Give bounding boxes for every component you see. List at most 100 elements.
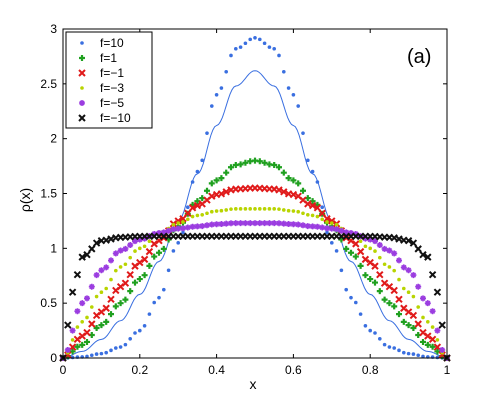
data-point: [402, 350, 406, 355]
data-point: [190, 180, 195, 184]
data-point: [204, 187, 210, 194]
data-point: [136, 236, 143, 243]
data-point: [175, 225, 182, 232]
data-point: [214, 209, 219, 213]
data-point: [300, 222, 306, 229]
y-tick-label: 2.5: [40, 77, 57, 91]
data-point: [295, 180, 302, 187]
data-point: [127, 288, 134, 295]
series-line: [62, 70, 448, 359]
y-tick-label: 1.5: [40, 187, 57, 201]
data-point: [421, 315, 425, 320]
data-point: [74, 308, 81, 315]
data-point: [112, 250, 119, 257]
data-point: [128, 337, 132, 341]
data-point: [396, 311, 402, 318]
data-point: [434, 348, 441, 355]
x-tick-label: 0.6: [285, 363, 302, 377]
data-point: [140, 255, 149, 264]
data-point: [78, 69, 86, 77]
legend-entry: f=−10: [78, 111, 131, 125]
data-point: [210, 104, 214, 108]
data-point: [428, 335, 437, 343]
data-point: [147, 312, 152, 316]
data-point: [142, 323, 147, 328]
series-2: [59, 184, 451, 362]
plot-area: [59, 35, 451, 362]
data-point: [433, 288, 442, 296]
legend-label: f=−5: [100, 96, 124, 110]
data-point: [334, 222, 339, 227]
data-point: [261, 159, 268, 166]
data-point: [73, 335, 82, 343]
data-point: [414, 320, 422, 328]
data-point: [156, 249, 162, 256]
data-point: [162, 287, 166, 292]
data-point: [421, 354, 425, 359]
y-axis-label: ρ(x): [17, 188, 33, 212]
data-point: [387, 345, 392, 349]
legend-label: f=−10: [100, 111, 131, 125]
data-point: [271, 161, 278, 168]
data-point: [352, 230, 359, 237]
data-point: [210, 209, 214, 214]
data-point: [325, 230, 329, 235]
data-point: [333, 226, 340, 233]
data-point: [114, 346, 118, 350]
data-point: [109, 348, 113, 353]
data-point: [188, 204, 197, 212]
data-point: [88, 320, 96, 328]
data-point: [121, 279, 130, 287]
data-point: [160, 234, 168, 242]
data-point: [98, 267, 105, 274]
data-point: [373, 249, 377, 253]
data-point: [138, 328, 142, 333]
data-point: [439, 346, 446, 353]
data-point: [390, 286, 398, 295]
data-point: [68, 343, 77, 351]
data-point: [123, 342, 128, 347]
data-point: [320, 217, 325, 222]
data-point: [434, 327, 441, 334]
data-point: [344, 287, 349, 292]
data-point: [118, 345, 123, 349]
data-point: [84, 295, 90, 302]
data-point: [435, 355, 440, 360]
data-point: [426, 320, 430, 324]
data-point: [237, 220, 244, 227]
data-point: [372, 238, 378, 245]
data-point: [430, 325, 435, 329]
data-point: [157, 295, 161, 300]
data-point: [290, 221, 297, 228]
data-point: [248, 37, 252, 42]
data-point: [411, 352, 416, 356]
data-point: [205, 131, 209, 135]
data-point: [122, 296, 129, 303]
data-point: [414, 245, 422, 253]
data-point: [328, 217, 336, 225]
data-point: [132, 279, 138, 286]
data-point: [290, 177, 297, 184]
data-point: [304, 223, 311, 230]
data-point: [83, 250, 91, 259]
data-point: [224, 69, 228, 74]
data-point: [224, 208, 228, 212]
data-point: [146, 262, 153, 269]
data-point: [354, 300, 358, 305]
data-point: [282, 208, 286, 212]
data-point: [406, 290, 411, 295]
legend-entry: f=1: [79, 51, 117, 65]
data-point: [80, 320, 84, 324]
data-point: [133, 249, 137, 253]
data-point: [330, 241, 334, 245]
data-point: [406, 351, 411, 356]
data-point: [363, 323, 368, 328]
data-point: [223, 169, 230, 176]
data-point: [69, 348, 76, 355]
data-point: [156, 229, 162, 236]
data-point: [280, 169, 287, 176]
data-point: [415, 283, 422, 290]
data-point: [392, 346, 397, 350]
data-point: [358, 239, 363, 244]
data-point: [79, 300, 86, 307]
